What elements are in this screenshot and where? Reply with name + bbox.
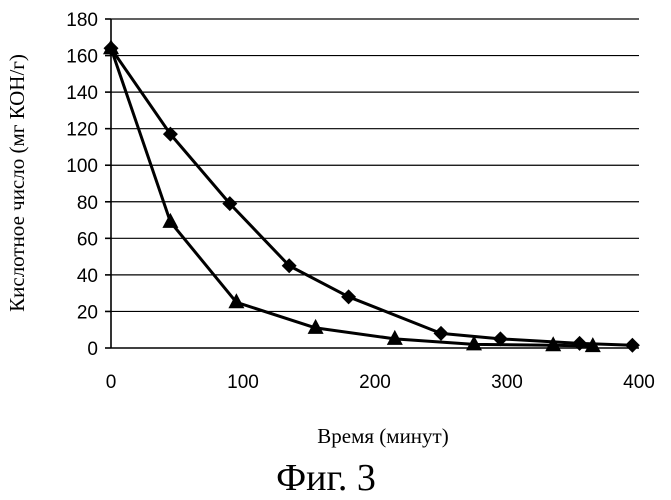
series-triangle [103, 39, 601, 352]
figure-caption: Фиг. 3 [276, 457, 376, 499]
y-tick-labels: 0 20 40 60 80 100 120 140 160 180 [66, 10, 98, 360]
series-line-triangle [111, 48, 593, 346]
y-axis-title: Кислотное число (мг КОН/г) [5, 54, 29, 312]
point-diamond [625, 338, 640, 353]
point-diamond [341, 289, 356, 304]
y-tick-label: 20 [77, 302, 98, 323]
x-tick-label: 300 [491, 372, 523, 393]
data-series [103, 39, 640, 353]
series-line-diamond [111, 48, 632, 345]
y-tick-label: 120 [66, 120, 98, 141]
y-tick-label: 0 [87, 339, 98, 360]
x-tick-labels: 0 100 200 300 400 [106, 372, 655, 393]
y-tick-label: 160 [66, 47, 98, 68]
y-tick-label: 140 [66, 83, 98, 104]
y-tick-label: 40 [77, 266, 98, 287]
axes [105, 19, 639, 348]
x-tick-label: 200 [359, 372, 391, 393]
point-triangle [162, 213, 178, 228]
series-diamond [104, 41, 640, 353]
y-tick-label: 100 [66, 156, 98, 177]
y-tick-label: 60 [77, 229, 98, 250]
x-tick-label: 100 [227, 372, 259, 393]
x-axis-title: Время (минут) [317, 424, 448, 448]
point-diamond [434, 326, 449, 341]
gridlines [111, 19, 639, 311]
x-tick-label: 400 [623, 372, 655, 393]
y-tick-label: 80 [77, 193, 98, 214]
x-tick-label: 0 [106, 372, 117, 393]
y-tick-label: 180 [66, 10, 98, 31]
